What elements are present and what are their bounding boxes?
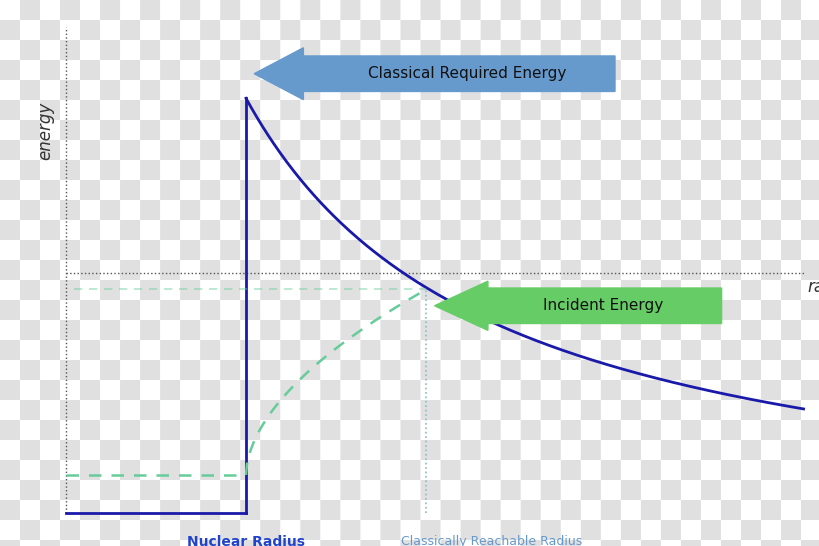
Text: Incident Energy: Incident Energy: [542, 298, 662, 313]
FancyArrow shape: [434, 281, 721, 330]
Text: radius: radius: [807, 278, 819, 295]
Text: energy: energy: [36, 102, 54, 160]
FancyArrow shape: [254, 48, 614, 99]
Text: Classically Reachable Radius: Classically Reachable Radius: [400, 535, 582, 546]
Text: Classical Required Energy: Classical Required Energy: [368, 66, 566, 81]
Text: Nuclear Radius: Nuclear Radius: [187, 535, 305, 546]
